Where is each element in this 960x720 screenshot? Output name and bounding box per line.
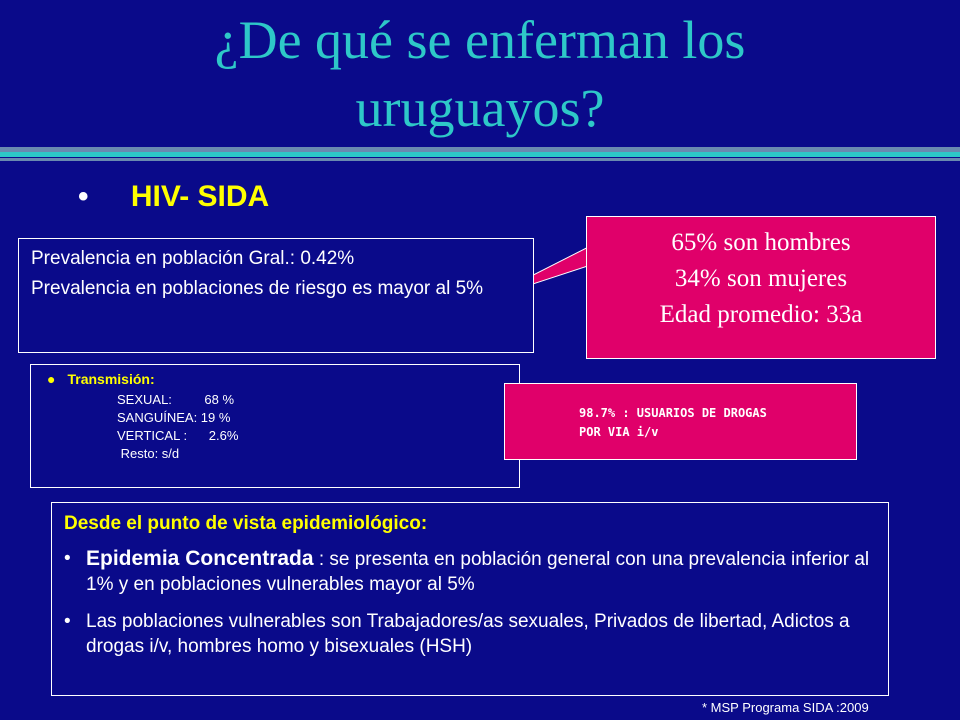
- transmission-heading-text: Transmisión:: [67, 371, 155, 387]
- slide-title: ¿De qué se enferman los uruguayos?: [0, 6, 960, 142]
- concentrated-epidemic-label: Epidemia Concentrada: [86, 547, 314, 570]
- list-item: • Las poblaciones vulnerables son Trabaj…: [64, 609, 876, 659]
- transmission-row-blood: SANGUÍNEA: 19 %: [117, 410, 231, 425]
- slide-title-line1: ¿De qué se enferman los: [214, 10, 746, 70]
- title-divider-bottom: [0, 158, 960, 161]
- title-divider-accent: [0, 152, 960, 157]
- epidemiology-heading: Desde el punto de vista epidemiológico:: [64, 513, 428, 534]
- concentrated-epidemic-text: Epidemia Concentrada : se presenta en po…: [86, 546, 876, 597]
- transmission-heading: ● Transmisión:: [47, 371, 509, 387]
- callout-drugs-line1: 98.7% : USUARIOS DE DROGAS: [579, 406, 767, 420]
- source-footnote: * MSP Programa SIDA :2009: [702, 700, 869, 715]
- transmission-box: ● Transmisión: SEXUAL: 68 % SANGUÍNEA: 19…: [30, 364, 520, 488]
- bullet-dot-icon: •: [64, 611, 71, 632]
- callout-average-age: Edad promedio: 33a: [659, 301, 863, 328]
- bullet-dot-icon: •: [78, 180, 89, 213]
- prevalence-risk-groups: Prevalencia en poblaciones de riesgo es …: [31, 278, 484, 299]
- callout-women: 34% son mujeres: [674, 265, 848, 292]
- concentrated-epidemic-description: : se presenta en población general con u…: [86, 549, 870, 595]
- vulnerable-populations-text: Las poblaciones vulnerables son Trabajad…: [86, 611, 850, 657]
- callout-men: 65% son hombres: [671, 229, 851, 256]
- transmission-list: SEXUAL: 68 % SANGUÍNEA: 19 % VERTICAL : …: [117, 391, 509, 463]
- title-divider-top: [0, 147, 960, 153]
- prevalence-box: Prevalencia en población Gral.: 0.42% Pr…: [18, 238, 534, 353]
- prevalence-general: Prevalencia en población Gral.: 0.42%: [31, 248, 355, 269]
- callout-demographics: 65% son hombres 34% son mujeres Edad pro…: [586, 216, 936, 359]
- callout-drugs-line2: POR VIA i/v: [579, 425, 659, 439]
- slide-title-line2: uruguayos?: [355, 78, 605, 138]
- list-item: • Epidemia Concentrada : se presenta en …: [64, 546, 876, 597]
- transmission-row-vertical: VERTICAL : 2.6%: [117, 428, 239, 443]
- bullet-dot-icon: ●: [47, 371, 56, 387]
- callout-drugs: 98.7% : USUARIOS DE DROGAS POR VIA i/v: [504, 383, 857, 460]
- transmission-row-other: Resto: s/d: [117, 446, 180, 461]
- transmission-row-sexual: SEXUAL: 68 %: [117, 392, 235, 407]
- epidemiology-box: Desde el punto de vista epidemiológico: …: [51, 502, 889, 696]
- main-bullet-text: HIV- SIDA: [130, 180, 270, 213]
- main-bullet: • HIV- SIDA: [78, 180, 269, 214]
- bullet-dot-icon: •: [64, 548, 71, 569]
